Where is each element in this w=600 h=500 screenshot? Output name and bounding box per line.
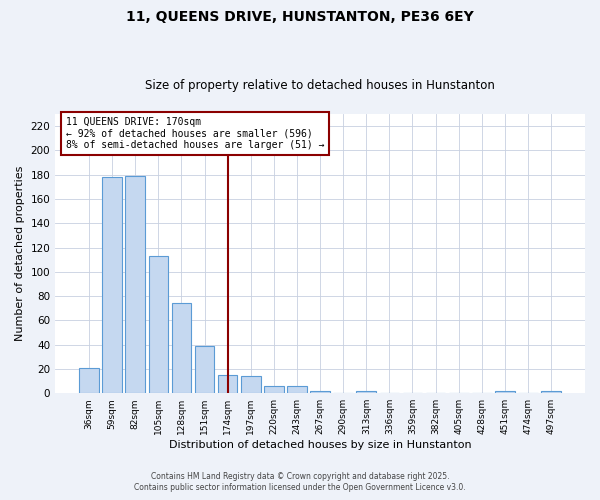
Text: Contains HM Land Registry data © Crown copyright and database right 2025.
Contai: Contains HM Land Registry data © Crown c… [134, 472, 466, 492]
Bar [287, 386, 307, 393]
Bar [79, 368, 99, 393]
Bar [172, 304, 191, 393]
Y-axis label: Number of detached properties: Number of detached properties [15, 166, 25, 342]
Bar [149, 256, 168, 393]
Bar [310, 391, 330, 393]
Bar [264, 386, 284, 393]
Bar [495, 391, 515, 393]
X-axis label: Distribution of detached houses by size in Hunstanton: Distribution of detached houses by size … [169, 440, 472, 450]
Bar [218, 375, 238, 393]
Bar [103, 177, 122, 393]
Bar [356, 391, 376, 393]
Bar [541, 391, 561, 393]
Text: 11, QUEENS DRIVE, HUNSTANTON, PE36 6EY: 11, QUEENS DRIVE, HUNSTANTON, PE36 6EY [126, 10, 474, 24]
Bar [195, 346, 214, 393]
Title: Size of property relative to detached houses in Hunstanton: Size of property relative to detached ho… [145, 79, 495, 92]
Bar [125, 176, 145, 393]
Bar [241, 376, 260, 393]
Text: 11 QUEENS DRIVE: 170sqm
← 92% of detached houses are smaller (596)
8% of semi-de: 11 QUEENS DRIVE: 170sqm ← 92% of detache… [66, 117, 324, 150]
